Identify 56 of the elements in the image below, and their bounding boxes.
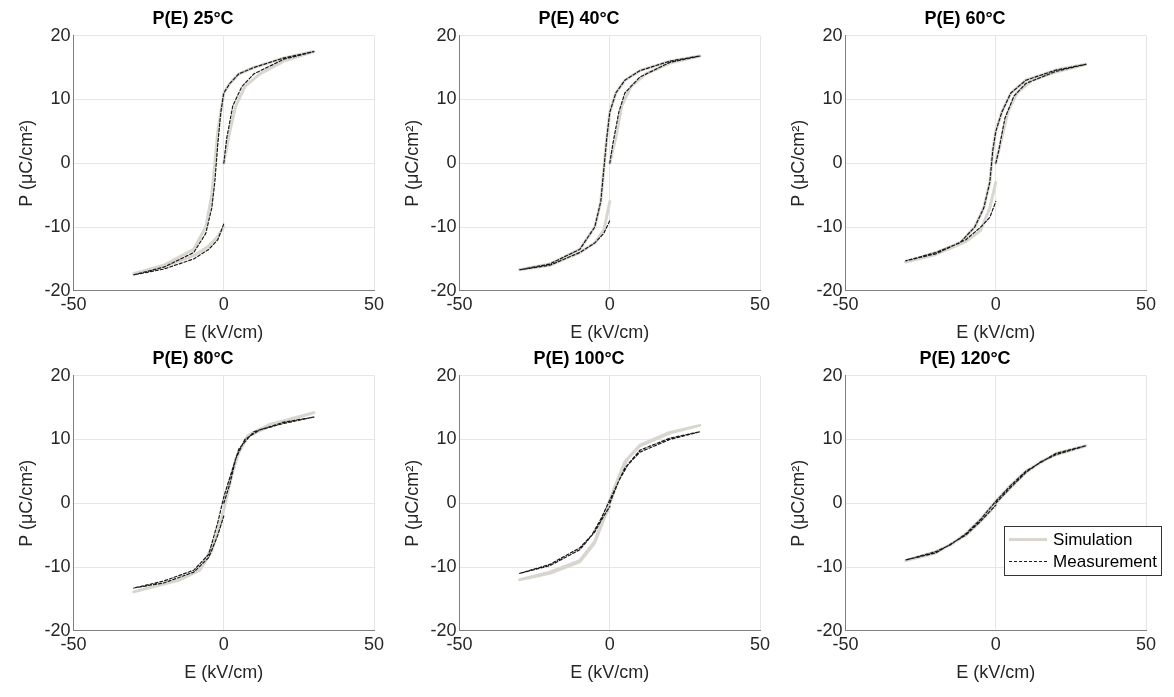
x-tick-label: 50 xyxy=(363,633,385,654)
y-tick-label: 20 xyxy=(436,24,457,45)
x-tick-label: 50 xyxy=(749,633,771,654)
chart-title: P(E) 100°C xyxy=(533,347,625,368)
y-tick-label: 20 xyxy=(822,24,843,45)
x-tick-label: 0 xyxy=(990,293,1001,314)
chart-title: P(E) 60°C xyxy=(924,7,1006,28)
y-tick-label: 10 xyxy=(822,428,843,449)
chart-title: P(E) 120°C xyxy=(919,347,1011,368)
x-tick-label: 50 xyxy=(1135,293,1157,314)
y-tick-label: 10 xyxy=(50,428,71,449)
x-axis-title: E (kV/cm) xyxy=(570,662,650,683)
x-axis-title: E (kV/cm) xyxy=(956,322,1036,343)
y-axis-title: P (μC/cm²) xyxy=(15,459,36,547)
y-tick-label: 10 xyxy=(436,428,457,449)
chart-title: P(E) 40°C xyxy=(538,7,620,28)
legend-label: Measurement xyxy=(1053,550,1157,573)
x-tick-label: 0 xyxy=(218,293,229,314)
x-tick-label: 0 xyxy=(604,633,615,654)
y-tick-label: 10 xyxy=(436,88,457,109)
y-tick-label: 20 xyxy=(50,24,71,45)
y-tick-label: 0 xyxy=(60,152,71,173)
y-tick-label: 20 xyxy=(436,364,457,385)
x-axis-title: E (kV/cm) xyxy=(570,322,650,343)
y-tick-label: -10 xyxy=(430,215,457,236)
x-axis-title: E (kV/cm) xyxy=(956,662,1036,683)
y-tick-label: -10 xyxy=(44,555,71,576)
y-axis-title: P (μC/cm²) xyxy=(787,459,808,547)
y-tick-label: 20 xyxy=(822,364,843,385)
y-tick-label: -10 xyxy=(816,555,843,576)
x-tick-label: 50 xyxy=(749,293,771,314)
y-tick-label: 0 xyxy=(446,152,457,173)
chart-title: P(E) 80°C xyxy=(152,347,234,368)
x-tick-label: 0 xyxy=(604,293,615,314)
x-tick-label: 0 xyxy=(218,633,229,654)
chart-title: P(E) 25°C xyxy=(152,7,234,28)
y-axis-title: P (μC/cm²) xyxy=(15,119,36,207)
y-tick-label: 10 xyxy=(50,88,71,109)
y-tick-label: 0 xyxy=(832,152,843,173)
x-axis-title: E (kV/cm) xyxy=(184,662,264,683)
x-tick-label: 50 xyxy=(363,293,385,314)
x-tick-label: 50 xyxy=(1135,633,1157,654)
y-tick-label: 0 xyxy=(832,492,843,513)
x-tick-label: 0 xyxy=(990,633,1001,654)
y-tick-label: 0 xyxy=(60,492,71,513)
y-tick-label: 10 xyxy=(822,88,843,109)
y-tick-label: 0 xyxy=(446,492,457,513)
y-tick-label: -10 xyxy=(44,215,71,236)
y-axis-title: P (μC/cm²) xyxy=(401,119,422,207)
legend-label: Simulation xyxy=(1053,528,1133,551)
y-axis-title: P (μC/cm²) xyxy=(401,459,422,547)
y-axis-title: P (μC/cm²) xyxy=(787,119,808,207)
x-axis-title: E (kV/cm) xyxy=(184,322,264,343)
y-tick-label: 20 xyxy=(50,364,71,385)
y-tick-label: -10 xyxy=(816,215,843,236)
y-tick-label: -10 xyxy=(430,555,457,576)
